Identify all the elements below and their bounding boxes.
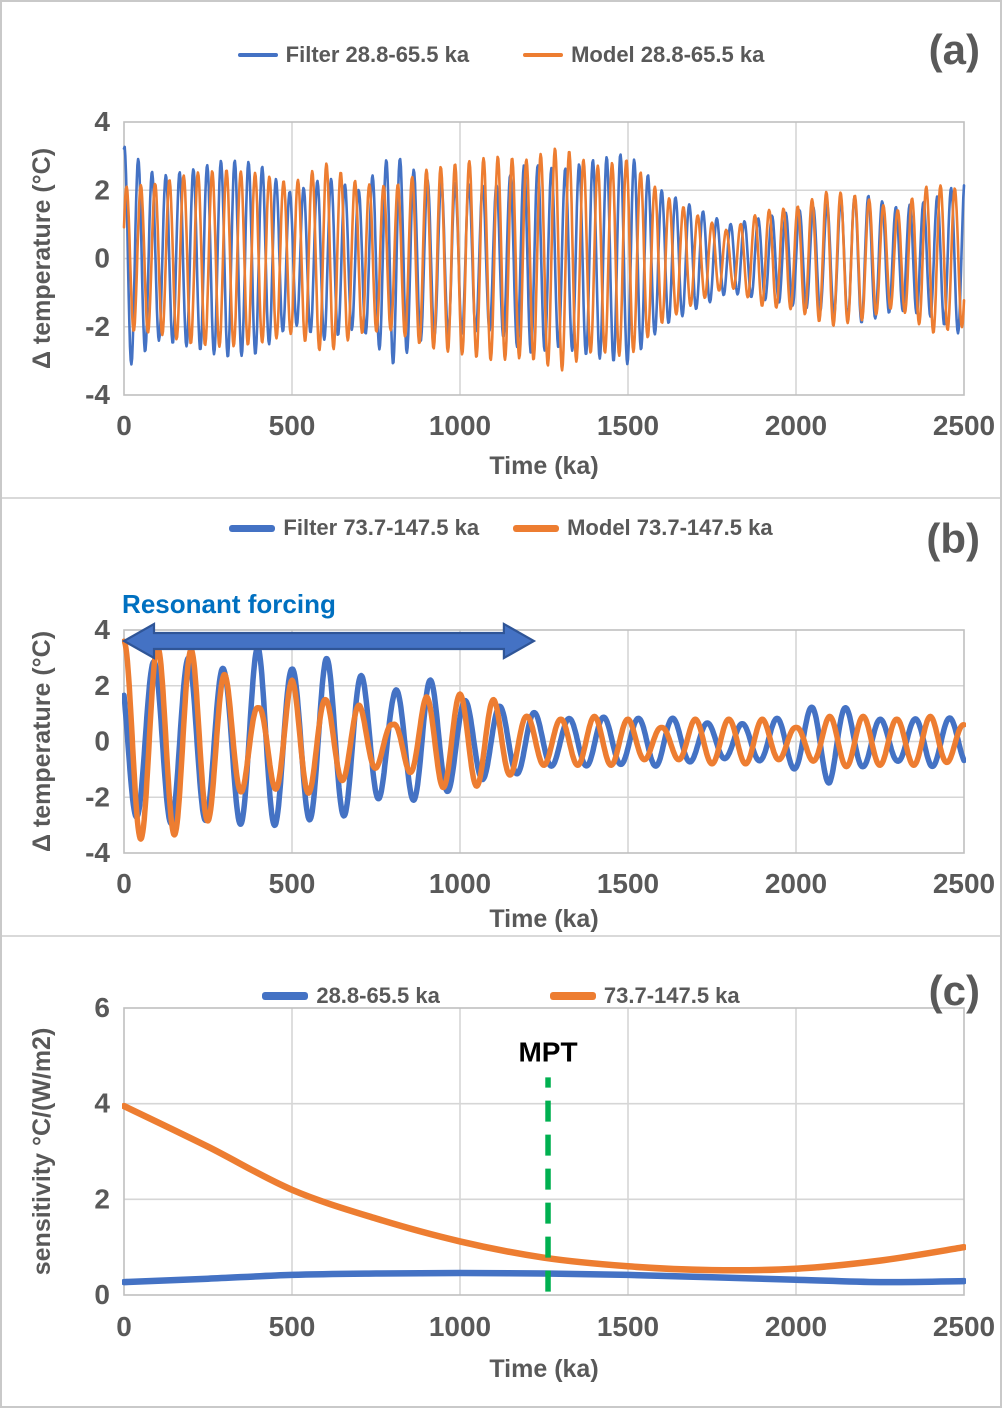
x-axis-tick-label: 500 [269,410,316,441]
x-axis-tick-label: 2500 [933,1311,995,1342]
series-line-orange [122,147,966,372]
x-axis-tick-label: 1000 [429,410,491,441]
y-axis-title: Δ temperature (°C) [28,148,56,369]
y-axis-tick-label: 4 [94,1088,110,1119]
legend-item: Model 73.7-147.5 ka [513,515,773,541]
legend-swatch-model-line [523,53,564,57]
y-axis-tick-label: 4 [94,106,110,137]
legend-label: 73.7-147.5 ka [603,983,740,1008]
y-axis-tick-label: 2 [94,670,110,701]
x-axis-tick-label: 1000 [429,1311,491,1342]
x-axis-title: Time (ka) [489,452,598,480]
y-axis-tick-label: 2 [94,174,110,205]
plot-border [123,629,965,854]
y-axis-tick-label: -4 [85,837,110,868]
x-axis-title: Time (ka) [489,905,598,933]
y-axis-tick-label: 0 [94,726,110,757]
legend-swatch-filter-line [229,524,276,532]
legend-b: Filter 73.7-147.5 ka Model 73.7-147.5 ka [2,515,1000,541]
y-axis-tick-label: -4 [85,379,110,410]
panel-c: 28.8-65.5 ka 73.7-147.5 ka (c) 6 4 2 0 0 500 1… [2,935,1000,1400]
panel-letter-a: (a) [928,26,980,73]
legend-swatch-model-line [513,524,560,532]
resonant-forcing-label: Resonant forcing [122,589,336,619]
resonant-forcing-arrow [121,622,537,660]
panel-b: Filter 73.7-147.5 ka Model 73.7-147.5 ka… [2,497,1000,935]
series-line-blue [122,1269,966,1286]
legend-label: Model 28.8-65.5 ka [571,42,765,67]
legend-label: Filter 73.7-147.5 ka [283,515,480,540]
legend-swatch-obliquity-line [262,992,309,1000]
y-axis-tick-label: 0 [94,1279,110,1310]
y-axis-tick-label: -2 [85,311,110,342]
series-line-orange [122,638,966,842]
x-axis-tick-label: 1500 [597,1311,659,1342]
legend-swatch-filter-line [237,53,278,57]
panel-letter-b: (b) [926,515,980,562]
x-axis-tick-label: 0 [116,410,132,441]
plot-border [123,1007,965,1296]
x-axis-tick-label: 0 [116,1311,132,1342]
series-line-orange [122,1102,966,1274]
y-axis-tick-label: 6 [94,992,110,1023]
x-axis-tick-label: 2000 [765,1311,827,1342]
x-axis-tick-label: 2500 [933,868,995,899]
legend-item: Model 28.8-65.5 ka [523,42,764,68]
plot-border [123,121,965,396]
legend-a: Filter 28.8-65.5 ka Model 28.8-65.5 ka [2,42,1000,68]
y-axis-tick-label: 2 [94,1183,110,1214]
mpt-label: MPT [518,1036,577,1067]
panel-letter-c: (c) [928,967,980,1014]
y-axis-title: sensitivity °C/(W/m2) [28,1028,56,1276]
chart-c: 6 4 2 00 500 1000 1500 2000 2500 Time (ka) sensiti… [28,992,995,1383]
y-axis-tick-label: 0 [94,243,110,274]
legend-item: Filter 28.8-65.5 ka [237,42,470,68]
x-axis-tick-label: 1500 [597,868,659,899]
x-axis-tick-label: 1000 [429,868,491,899]
legend-item: Filter 73.7-147.5 ka [229,515,479,541]
y-axis-tick-label: -2 [85,781,110,812]
x-axis-title: Time (ka) [489,1355,598,1383]
x-axis-tick-label: 0 [116,868,132,899]
x-axis-tick-label: 2500 [933,410,995,441]
legend-label: Filter 28.8-65.5 ka [285,42,470,67]
y-axis-tick-label: 4 [94,614,110,645]
x-axis-tick-label: 1500 [597,410,659,441]
x-axis-tick-label: 500 [269,868,316,899]
legend-item: 28.8-65.5 ka [262,983,440,1009]
x-axis-tick-label: 500 [269,1311,316,1342]
legend-swatch-eccentricity-line [549,992,596,1000]
x-axis-tick-label: 2000 [765,410,827,441]
legend-label: 28.8-65.5 ka [316,983,440,1008]
y-axis-title: Δ temperature (°C) [28,631,56,852]
panel-a: Filter 28.8-65.5 ka Model 28.8-65.5 ka (… [2,2,1000,497]
series-line-blue [122,644,966,829]
legend-item: 73.7-147.5 ka [549,983,740,1009]
legend-label: Model 73.7-147.5 ka [567,515,773,540]
legend-c: 28.8-65.5 ka 73.7-147.5 ka [2,983,1000,1009]
x-axis-tick-label: 2000 [765,868,827,899]
